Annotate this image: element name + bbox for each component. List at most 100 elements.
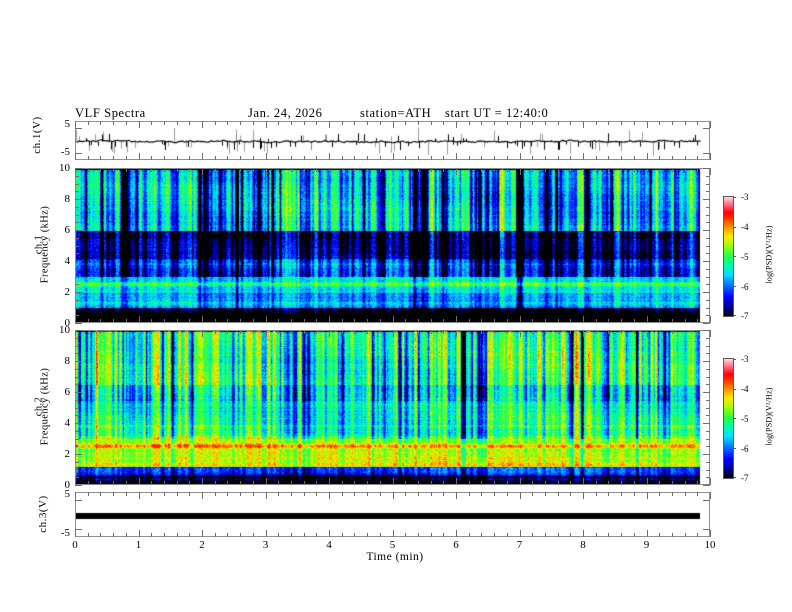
- axis-tick: [481, 330, 482, 334]
- axis-tick: [507, 492, 508, 496]
- axis-tick: [291, 481, 292, 485]
- axis-tick: [75, 222, 79, 223]
- axis-tick: [697, 121, 698, 125]
- axis-tick: [672, 121, 673, 125]
- axis-tick: [596, 481, 597, 485]
- axis-tick: [659, 156, 660, 160]
- axis-tick: [647, 478, 648, 485]
- axis-tick: [532, 156, 533, 160]
- axis-tick: [706, 431, 710, 432]
- colorbar-ch2-tick--7: -7: [741, 473, 749, 483]
- axis-tick: [418, 533, 419, 537]
- axis-tick: [710, 330, 711, 337]
- axis-tick: [659, 121, 660, 125]
- axis-tick: [75, 530, 76, 537]
- axis-tick: [520, 492, 521, 499]
- axis-tick: [456, 330, 457, 337]
- axis-tick: [659, 319, 660, 323]
- axis-tick: [706, 369, 710, 370]
- axis-tick: [278, 533, 279, 537]
- axis-tick: [75, 153, 76, 160]
- axis-tick: [583, 478, 584, 485]
- axis-tick: [706, 246, 710, 247]
- axis-tick: [215, 481, 216, 485]
- axis-tick: [342, 168, 343, 172]
- axis-tick: [380, 481, 381, 485]
- axis-tick: [75, 261, 82, 262]
- axis-tick: [291, 156, 292, 160]
- axis-tick: [706, 477, 710, 478]
- axis-tick: [558, 533, 559, 537]
- axis-tick: [329, 316, 330, 323]
- ch2-ytick-6: 6: [64, 386, 71, 398]
- axis-tick: [100, 330, 101, 334]
- axis-tick: [570, 481, 571, 485]
- axis-tick: [583, 121, 584, 128]
- axis-tick: [703, 361, 710, 362]
- axis-tick: [545, 156, 546, 160]
- axis-tick: [621, 121, 622, 125]
- axis-tick: [329, 492, 330, 499]
- axis-tick: [88, 533, 89, 537]
- axis-tick: [75, 176, 79, 177]
- axis-tick: [113, 121, 114, 125]
- axis-tick: [647, 168, 648, 175]
- axis-tick: [75, 423, 82, 424]
- axis-tick: [253, 168, 254, 172]
- axis-tick: [393, 330, 394, 337]
- colorbar-ch1-tick--6: -6: [741, 282, 749, 292]
- axis-tick: [706, 238, 710, 239]
- axis-tick: [266, 330, 267, 337]
- axis-tick: [570, 156, 571, 160]
- axis-tick: [558, 156, 559, 160]
- axis-tick: [672, 533, 673, 537]
- axis-tick: [706, 315, 710, 316]
- axis-tick: [608, 481, 609, 485]
- axis-tick: [139, 316, 140, 323]
- x-axis-tick-6: 6: [453, 539, 459, 551]
- axis-tick: [164, 330, 165, 334]
- axis-tick: [418, 492, 419, 496]
- axis-tick: [329, 478, 330, 485]
- axis-tick: [710, 153, 711, 160]
- axis-tick: [380, 492, 381, 496]
- axis-tick: [100, 481, 101, 485]
- axis-tick: [304, 492, 305, 496]
- axis-tick: [126, 481, 127, 485]
- axis-tick: [342, 481, 343, 485]
- axis-tick: [240, 330, 241, 334]
- axis-tick: [316, 319, 317, 323]
- axis-tick: [706, 184, 710, 185]
- axis-tick: [266, 478, 267, 485]
- axis-tick: [75, 121, 76, 128]
- axis-tick: [520, 316, 521, 323]
- axis-tick: [456, 492, 457, 499]
- axis-tick: [647, 492, 648, 499]
- axis-tick: [621, 330, 622, 334]
- axis-tick: [215, 121, 216, 125]
- axis-tick: [621, 481, 622, 485]
- axis-tick: [647, 330, 648, 337]
- axis-tick: [647, 153, 648, 160]
- axis-tick: [706, 353, 710, 354]
- axis-tick: [494, 168, 495, 172]
- axis-tick: [75, 384, 79, 385]
- axis-tick: [329, 530, 330, 537]
- axis-tick: [608, 330, 609, 334]
- axis-tick: [75, 277, 79, 278]
- axis-tick: [354, 481, 355, 485]
- axis-tick: [706, 470, 710, 471]
- x-axis-tick-2: 2: [199, 539, 205, 551]
- axis-tick: [75, 439, 79, 440]
- axis-tick: [75, 346, 79, 347]
- axis-tick: [113, 168, 114, 172]
- axis-tick: [532, 330, 533, 334]
- axis-tick: [469, 156, 470, 160]
- axis-tick: [583, 330, 584, 337]
- x-axis-tick-8: 8: [580, 539, 586, 551]
- axis-tick: [75, 446, 79, 447]
- axis-tick: [75, 330, 82, 331]
- axis-tick: [151, 168, 152, 172]
- axis-tick: [685, 168, 686, 172]
- axis-tick: [608, 533, 609, 537]
